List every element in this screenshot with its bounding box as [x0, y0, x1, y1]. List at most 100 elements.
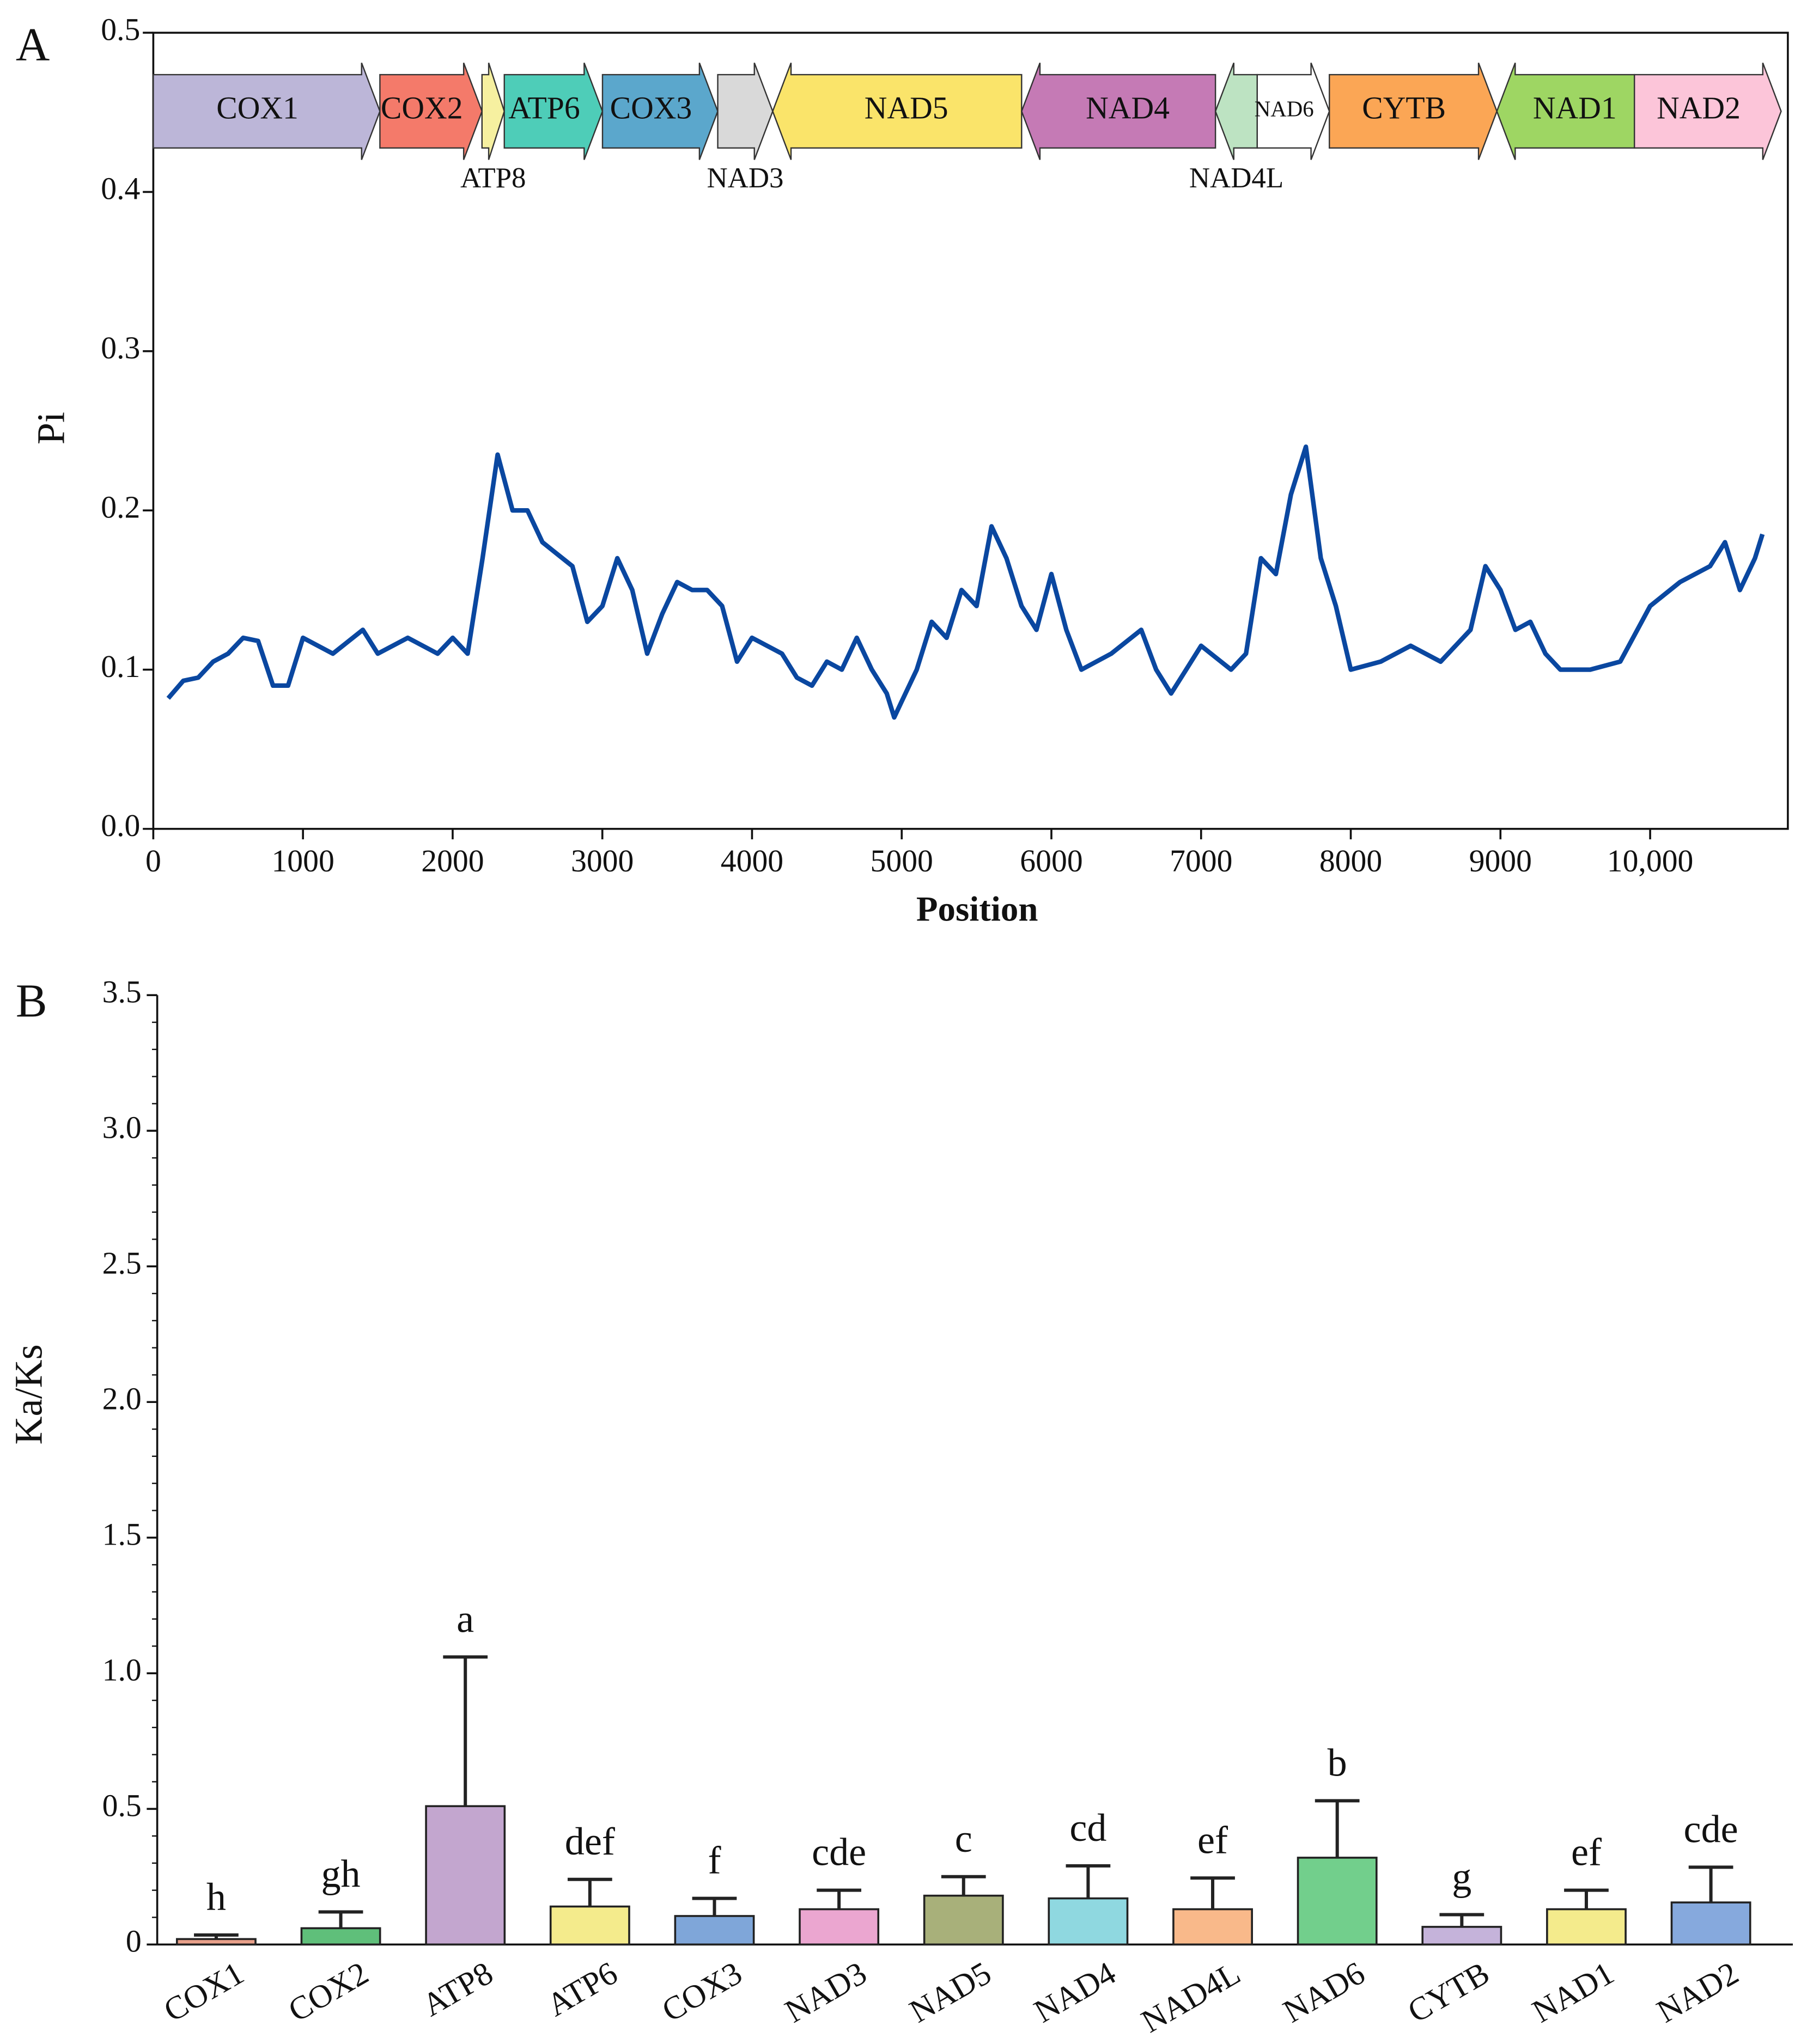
significance-letter: cde	[1684, 1807, 1738, 1851]
x-tick-label: 7000	[1170, 844, 1232, 878]
gene-label: NAD6	[1255, 97, 1314, 121]
bar	[549, 1905, 630, 1946]
bar	[425, 1805, 506, 1946]
y-axis-title: Ka/Ks	[7, 1344, 51, 1444]
error-bar	[1439, 1913, 1484, 1927]
gene-label: NAD3	[707, 162, 783, 194]
y-tick-label: 0	[126, 1925, 142, 1959]
panel-label: B	[16, 974, 47, 1027]
x-tick-label: 6000	[1020, 844, 1082, 878]
significance-letter: cd	[1069, 1806, 1106, 1850]
x-tick-label: ATP6	[541, 1955, 624, 2023]
significance-letter: c	[955, 1817, 972, 1860]
bar	[1546, 1908, 1627, 1946]
bar	[1421, 1926, 1502, 1946]
gene-arrow	[379, 62, 483, 160]
y-tick-label: 0.4	[101, 172, 140, 206]
error-bar	[692, 1896, 737, 1916]
significance-letter: g	[1452, 1855, 1471, 1899]
gene-label: NAD4L	[1189, 162, 1283, 194]
x-tick-label: NAD3	[779, 1955, 873, 2030]
x-tick-label: NAD4	[1028, 1955, 1122, 2030]
x-tick-label: COX2	[282, 1955, 374, 2029]
y-axis-title: Pi	[29, 412, 73, 444]
plot-frame	[152, 32, 1789, 830]
gene-label: COX3	[610, 91, 692, 126]
gene-arrow	[503, 62, 604, 160]
x-tick-label: 10,000	[1607, 844, 1694, 878]
error-bar	[567, 1877, 612, 1907]
x-tick-label: 2000	[421, 844, 484, 878]
bar	[1048, 1897, 1129, 1946]
gene-label: COX1	[216, 91, 299, 126]
bar	[175, 1938, 257, 1946]
x-tick-label: NAD5	[903, 1955, 997, 2030]
y-tick-label: 1.0	[102, 1653, 142, 1687]
gene-arrow	[1214, 62, 1258, 160]
significance-letter: cde	[812, 1831, 866, 1874]
x-tick-label: 3000	[571, 844, 634, 878]
x-tick-label: 9000	[1469, 844, 1532, 878]
y-tick-label: 2.5	[102, 1246, 142, 1280]
x-tick-label: NAD1	[1526, 1955, 1620, 2030]
y-tick-label: 0.5	[101, 13, 140, 47]
gene-label: COX2	[381, 91, 463, 126]
x-tick-label: 5000	[871, 844, 933, 878]
error-bar	[1564, 1888, 1609, 1909]
pi-line	[166, 444, 1765, 720]
x-tick-label: NAD2	[1651, 1955, 1744, 2030]
y-tick-label: 0.1	[101, 650, 140, 684]
significance-letter: def	[565, 1820, 616, 1863]
x-tick-label: CYTB	[1402, 1955, 1495, 2030]
y-tick-label: 0.3	[101, 331, 140, 365]
y-tick-label: 1.5	[102, 1517, 142, 1552]
bar	[300, 1927, 381, 1946]
error-bar	[318, 1910, 363, 1929]
gene-arrow	[1329, 62, 1498, 160]
y-tick-label: 3.0	[102, 1111, 142, 1145]
x-tick-label: 4000	[721, 844, 783, 878]
x-tick-label: COX3	[656, 1955, 748, 2029]
gene-arrow	[481, 63, 505, 160]
x-tick-label: NAD6	[1277, 1955, 1371, 2030]
y-tick-label: 0.2	[101, 490, 140, 524]
bar	[799, 1908, 880, 1946]
gene-label: ATP6	[508, 91, 580, 126]
bar	[923, 1894, 1004, 1946]
significance-letter: ef	[1571, 1831, 1602, 1874]
gene-arrow	[1256, 62, 1330, 160]
gene-label: NAD4	[1086, 91, 1170, 126]
significance-letter: a	[457, 1597, 474, 1640]
gene-arrow	[153, 62, 381, 160]
x-tick-label: 8000	[1319, 844, 1382, 878]
gene-label: CYTB	[1362, 91, 1446, 126]
y-tick-label: 0.5	[102, 1789, 142, 1823]
bar	[674, 1915, 755, 1946]
y-tick-label: 2.0	[102, 1382, 142, 1416]
bar	[1670, 1901, 1751, 1946]
error-bar	[194, 1933, 239, 1939]
x-tick-label: NAD4L	[1135, 1955, 1246, 2040]
error-bar	[941, 1875, 986, 1896]
x-tick-label: 1000	[271, 844, 334, 878]
panel-label: A	[16, 19, 50, 71]
y-tick-label: 3.5	[102, 975, 142, 1009]
error-bar	[1066, 1864, 1111, 1899]
gene-arrow	[601, 62, 719, 160]
x-tick-label: 0	[145, 844, 161, 878]
error-bar	[1688, 1865, 1733, 1903]
gene-label: NAD2	[1657, 91, 1741, 126]
x-tick-label: ATP8	[416, 1955, 499, 2023]
gene-arrow	[1634, 62, 1782, 160]
x-tick-label: COX1	[157, 1955, 250, 2029]
y-tick-label: 0.0	[101, 809, 140, 843]
x-axis-title: Position	[916, 890, 1038, 929]
gene-label: NAD5	[865, 91, 948, 126]
error-bar	[1190, 1876, 1235, 1909]
gene-arrow	[717, 62, 774, 160]
significance-letter: ef	[1197, 1818, 1228, 1862]
significance-letter: f	[708, 1839, 721, 1882]
significance-letter: b	[1328, 1741, 1347, 1784]
significance-letter: gh	[321, 1852, 360, 1896]
